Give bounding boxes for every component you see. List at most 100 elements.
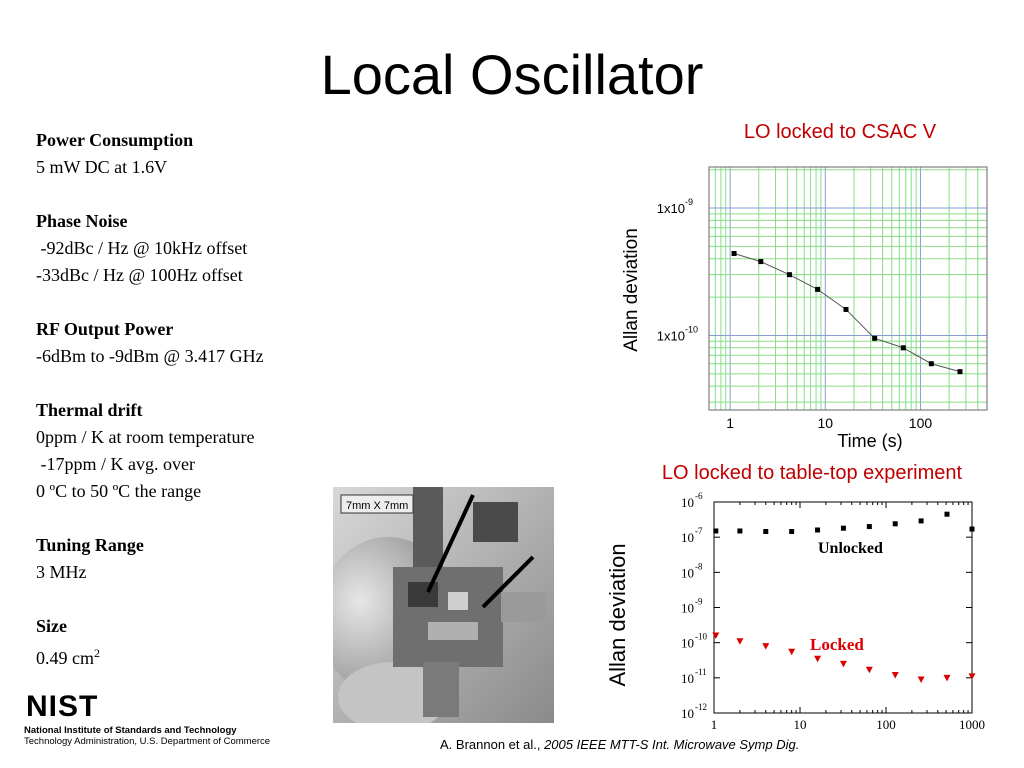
chart1-ytick-exp: -10 xyxy=(685,324,698,334)
chart2-point-unlocked xyxy=(840,525,846,531)
chart1-ytick-label: 1x10 xyxy=(657,328,685,343)
chart2-ytick-exp: -6 xyxy=(695,491,703,501)
chart1-xtick-label: 100 xyxy=(909,415,933,431)
slide-title: Local Oscillator xyxy=(320,43,704,106)
chart2-point-locked xyxy=(762,643,770,650)
chart1-point xyxy=(900,345,906,351)
nist-line2: Technology Administration, U.S. Departme… xyxy=(24,736,271,747)
spec-value: -6dBm to -9dBm @ 3.417 GHz xyxy=(36,346,264,366)
chart2-point-unlocked xyxy=(815,527,821,533)
chart2-ytick-exp: -11 xyxy=(695,667,707,677)
chart1-series-line xyxy=(733,253,961,373)
chart1-point xyxy=(758,259,764,265)
chart2-ylabel: Allan deviation xyxy=(605,543,630,686)
chart1-ytick-label: 1x10 xyxy=(657,201,685,216)
spec-value: -92dBc / Hz @ 10kHz offset xyxy=(36,238,248,258)
spec-value: 0.49 cm2 xyxy=(36,640,336,672)
chart1-series xyxy=(731,250,963,375)
chart1-point xyxy=(731,250,737,256)
chart2-point-unlocked xyxy=(737,528,743,534)
chart2-point-locked xyxy=(943,674,951,682)
chart2-xtick-label: 1000 xyxy=(959,717,985,732)
spec-heading: Phase Noise xyxy=(36,211,128,231)
nist-line1: National Institute of Standards and Tech… xyxy=(24,725,237,736)
chart2-title: LO locked to table-top experiment xyxy=(661,462,963,484)
chart2-ylabel-svg: Allan deviation xyxy=(605,543,630,686)
chart2-point-unlocked xyxy=(892,521,898,527)
chart1-xlabel: Time (s) xyxy=(837,431,902,451)
chart2-point-locked xyxy=(917,676,925,683)
chart2-point-unlocked xyxy=(713,528,719,534)
chart2-ytick-label: 10 xyxy=(681,671,694,686)
nist-wordmark: NIST xyxy=(26,690,98,723)
chart2-point-locked xyxy=(788,648,796,656)
chart2-xtick-label: 1 xyxy=(711,717,718,732)
chart1-point xyxy=(957,369,963,375)
device-photo: 7mm X 7mm xyxy=(333,487,554,723)
spec-heading: Thermal drift xyxy=(36,400,143,420)
chart1-xtick-label: 10 xyxy=(818,415,834,431)
chart1-point xyxy=(786,272,792,278)
spec-size: Size 0.49 cm2 xyxy=(36,613,336,672)
chart2-point-unlocked xyxy=(944,511,950,517)
chart2-ytick-label: 10 xyxy=(681,601,694,616)
chart2-ytick-exp: -9 xyxy=(695,597,703,607)
citation-authors: A. Brannon et al., xyxy=(440,737,545,752)
chart1-xtick-label: 1 xyxy=(726,415,734,431)
chart2-point-locked xyxy=(712,632,720,639)
spec-heading: Power Consumption xyxy=(36,130,194,150)
legend-unlocked: Unlocked xyxy=(818,540,883,557)
chart1-title: LO locked to CSAC V xyxy=(743,121,937,143)
chart2-ytick-label: 10 xyxy=(681,495,694,510)
chart2-xtick-label: 100 xyxy=(876,717,896,732)
spec-power: Power Consumption 5 mW DC at 1.6V xyxy=(36,127,336,181)
chart2-point-unlocked xyxy=(866,524,872,530)
legend-locked: Locked xyxy=(810,635,864,654)
chart2-point-locked xyxy=(891,672,899,679)
chart2-point-locked xyxy=(814,655,822,663)
chart2-ytick-exp: -8 xyxy=(695,561,703,571)
citation-venue: 2005 IEEE MTT-S Int. Microwave Symp Dig. xyxy=(544,737,800,752)
spec-thermal-drift: Thermal drift 0ppm / K at room temperatu… xyxy=(36,397,336,505)
spec-value: -33dBc / Hz @ 100Hz offset xyxy=(36,265,243,285)
chart2-point-locked xyxy=(736,638,744,645)
chart2-point-locked xyxy=(865,666,873,674)
spec-heading: Tuning Range xyxy=(36,535,144,555)
chart2-ytick-label: 10 xyxy=(681,636,694,651)
spec-value: 0 ºC to 50 ºC the range xyxy=(36,481,202,501)
chart2-xtick-label: 10 xyxy=(794,717,807,732)
spec-rf-output: RF Output Power -6dBm to -9dBm @ 3.417 G… xyxy=(36,316,336,370)
size-superscript: 2 xyxy=(94,646,100,660)
chart1-ylabel: Allan deviation xyxy=(621,228,642,352)
chart2-frame xyxy=(713,501,973,714)
nist-logo-text: NIST xyxy=(26,690,98,720)
chart2-point-locked xyxy=(968,673,976,680)
citation: A. Brannon et al., 2005 IEEE MTT-S Int. … xyxy=(440,737,799,752)
spec-value: 5 mW DC at 1.6V xyxy=(36,157,168,177)
chart2-series xyxy=(712,511,976,683)
chart2-point-unlocked xyxy=(969,526,975,532)
chart2-point-unlocked xyxy=(789,528,795,534)
spec-list: Power Consumption 5 mW DC at 1.6V Phase … xyxy=(36,127,336,699)
chart2-ytick-exp: -7 xyxy=(695,526,703,536)
chart1-point xyxy=(815,286,821,292)
chart2-point-locked xyxy=(839,660,847,668)
chart1-point xyxy=(843,306,849,312)
chart1-point xyxy=(928,361,934,367)
chart2-point-unlocked xyxy=(763,528,769,534)
chart1-point xyxy=(872,335,878,341)
spec-tuning-range: Tuning Range 3 MHz xyxy=(36,532,336,586)
chart2-ytick-exp: -12 xyxy=(695,702,707,712)
spec-heading: Size xyxy=(36,616,67,636)
chart2-ytick-label: 10 xyxy=(681,530,694,545)
spec-phase-noise: Phase Noise -92dBc / Hz @ 10kHz offset -… xyxy=(36,208,336,289)
chart2-ylabel-wrap: Allan deviation xyxy=(596,525,636,705)
spec-heading: RF Output Power xyxy=(36,319,174,339)
photo-caption: 7mm X 7mm xyxy=(346,500,408,512)
chart2-ytick-exp: -10 xyxy=(695,632,707,642)
chart2-point-unlocked xyxy=(918,518,924,524)
